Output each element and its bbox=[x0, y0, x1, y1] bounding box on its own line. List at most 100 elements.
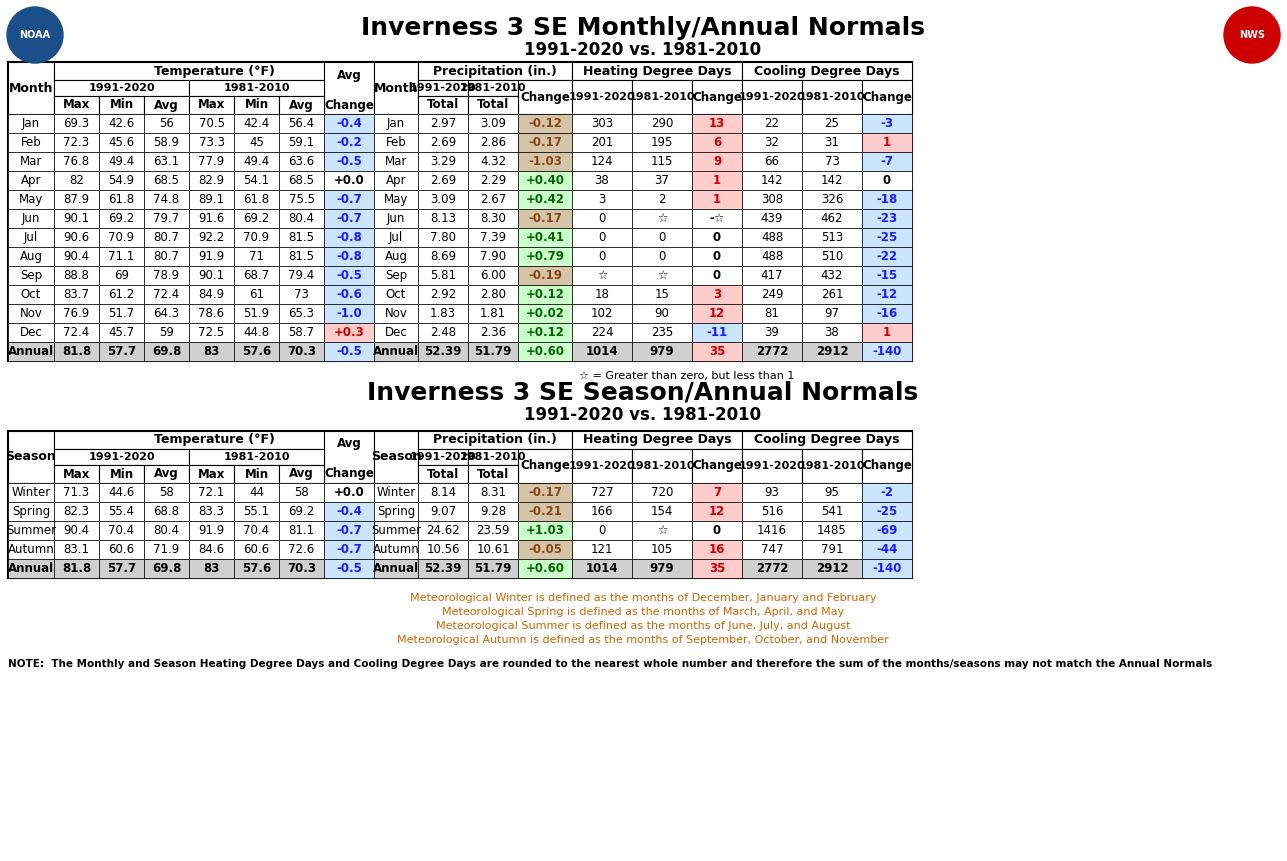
Text: Meteorological Autumn is defined as the months of September, October, and Novemb: Meteorological Autumn is defined as the … bbox=[398, 635, 889, 645]
Bar bbox=[324, 152, 375, 171]
Text: -0.05: -0.05 bbox=[528, 543, 562, 556]
Text: 1: 1 bbox=[713, 193, 721, 206]
Bar bbox=[418, 431, 571, 449]
Text: 1981-2010: 1981-2010 bbox=[223, 452, 290, 462]
Bar bbox=[468, 133, 517, 152]
Text: Avg: Avg bbox=[290, 468, 314, 480]
Text: -0.7: -0.7 bbox=[336, 524, 362, 537]
Text: 72.1: 72.1 bbox=[198, 486, 225, 499]
Text: Season: Season bbox=[371, 450, 421, 463]
Text: 102: 102 bbox=[591, 307, 613, 320]
Bar bbox=[468, 114, 517, 133]
Bar bbox=[8, 266, 54, 285]
Bar bbox=[234, 285, 279, 304]
Text: +0.42: +0.42 bbox=[525, 193, 565, 206]
Text: Autumn: Autumn bbox=[8, 543, 54, 556]
Text: 69.8: 69.8 bbox=[152, 345, 181, 358]
Text: 60.6: 60.6 bbox=[108, 543, 135, 556]
Bar bbox=[279, 285, 324, 304]
Text: 81.1: 81.1 bbox=[288, 524, 314, 537]
Text: Total: Total bbox=[427, 468, 459, 480]
Text: 0: 0 bbox=[598, 231, 606, 244]
Bar bbox=[418, 502, 468, 521]
Text: 51.79: 51.79 bbox=[475, 345, 512, 358]
Text: -0.8: -0.8 bbox=[336, 231, 362, 244]
Text: 61.2: 61.2 bbox=[108, 288, 135, 301]
Text: 70.3: 70.3 bbox=[287, 345, 317, 358]
Bar bbox=[632, 171, 692, 190]
Text: Avg: Avg bbox=[290, 98, 314, 112]
Bar bbox=[517, 114, 571, 133]
Bar bbox=[862, 228, 912, 247]
Bar bbox=[632, 502, 692, 521]
Text: 57.7: 57.7 bbox=[107, 345, 136, 358]
Bar bbox=[54, 133, 99, 152]
Bar bbox=[54, 465, 99, 483]
Text: 80.7: 80.7 bbox=[153, 231, 179, 244]
Bar bbox=[632, 228, 692, 247]
Text: +0.0: +0.0 bbox=[333, 486, 364, 499]
Text: -0.4: -0.4 bbox=[336, 117, 362, 130]
Bar bbox=[571, 247, 632, 266]
Text: 56: 56 bbox=[160, 117, 174, 130]
Text: 9.28: 9.28 bbox=[480, 505, 506, 518]
Bar bbox=[144, 323, 189, 342]
Bar bbox=[517, 228, 571, 247]
Text: 1014: 1014 bbox=[586, 562, 618, 575]
Text: -25: -25 bbox=[876, 505, 897, 518]
Text: 2.36: 2.36 bbox=[480, 326, 506, 339]
Text: 54.9: 54.9 bbox=[108, 174, 135, 187]
Bar bbox=[8, 62, 912, 361]
Text: -0.19: -0.19 bbox=[528, 269, 562, 282]
Bar bbox=[234, 521, 279, 540]
Text: -3: -3 bbox=[880, 117, 893, 130]
Bar bbox=[632, 80, 692, 114]
Text: 24.62: 24.62 bbox=[426, 524, 459, 537]
Text: Min: Min bbox=[109, 98, 134, 112]
Text: 10.56: 10.56 bbox=[426, 543, 459, 556]
Bar bbox=[692, 559, 743, 578]
Text: Temperature (°F): Temperature (°F) bbox=[153, 65, 274, 77]
Bar bbox=[99, 152, 144, 171]
Text: Annual: Annual bbox=[8, 562, 54, 575]
Bar bbox=[743, 209, 802, 228]
Text: Month: Month bbox=[9, 82, 53, 95]
Bar bbox=[324, 559, 375, 578]
Text: Change: Change bbox=[520, 90, 570, 103]
Text: 510: 510 bbox=[821, 250, 843, 263]
Text: 70.9: 70.9 bbox=[243, 231, 269, 244]
Text: 15: 15 bbox=[655, 288, 669, 301]
Text: 1991-2020 vs. 1981-2010: 1991-2020 vs. 1981-2010 bbox=[524, 406, 762, 424]
Bar bbox=[802, 80, 862, 114]
Text: 166: 166 bbox=[591, 505, 613, 518]
Bar bbox=[571, 209, 632, 228]
Text: 432: 432 bbox=[821, 269, 843, 282]
Text: 261: 261 bbox=[821, 288, 843, 301]
Bar bbox=[418, 171, 468, 190]
Bar bbox=[54, 247, 99, 266]
Text: Avg: Avg bbox=[337, 437, 362, 450]
Bar bbox=[279, 114, 324, 133]
Bar bbox=[468, 502, 517, 521]
Text: 727: 727 bbox=[591, 486, 613, 499]
Bar bbox=[468, 304, 517, 323]
Text: 5.81: 5.81 bbox=[430, 269, 456, 282]
Bar bbox=[144, 171, 189, 190]
Text: 61.8: 61.8 bbox=[243, 193, 269, 206]
Bar bbox=[99, 540, 144, 559]
Text: Season: Season bbox=[5, 450, 57, 463]
Bar bbox=[468, 483, 517, 502]
Bar bbox=[517, 559, 571, 578]
Bar bbox=[279, 540, 324, 559]
Bar bbox=[743, 304, 802, 323]
Text: 8.13: 8.13 bbox=[430, 212, 456, 225]
Text: 23.59: 23.59 bbox=[476, 524, 510, 537]
Text: Total: Total bbox=[477, 98, 510, 112]
Text: -16: -16 bbox=[876, 307, 897, 320]
Text: Feb: Feb bbox=[21, 136, 41, 149]
Bar bbox=[279, 133, 324, 152]
Text: -23: -23 bbox=[876, 212, 897, 225]
Text: 79.4: 79.4 bbox=[288, 269, 314, 282]
Text: -18: -18 bbox=[876, 193, 897, 206]
Bar bbox=[632, 449, 692, 483]
